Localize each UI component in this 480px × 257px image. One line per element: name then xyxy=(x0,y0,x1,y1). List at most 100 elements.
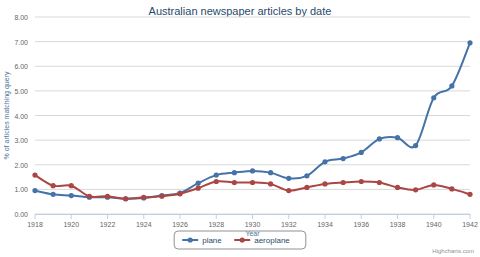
x-tick xyxy=(325,214,326,219)
legend-marker xyxy=(188,237,193,242)
point xyxy=(395,135,400,140)
point xyxy=(105,194,110,199)
point xyxy=(250,168,255,173)
point xyxy=(268,170,273,175)
grid-line xyxy=(35,115,470,116)
point xyxy=(123,196,128,201)
point xyxy=(51,192,56,197)
point xyxy=(177,190,182,195)
series-line xyxy=(35,43,470,199)
point xyxy=(467,192,472,197)
y-axis-label: % of articles matching query xyxy=(3,71,11,159)
x-tick-label: 1918 xyxy=(27,221,43,228)
x-tick xyxy=(107,214,108,219)
point xyxy=(395,185,400,190)
point xyxy=(304,185,309,190)
point xyxy=(32,188,37,193)
point xyxy=(322,181,327,186)
point xyxy=(232,170,237,175)
legend-box xyxy=(174,231,306,249)
x-tick-label: 1934 xyxy=(317,221,333,228)
x-tick-label: 1928 xyxy=(208,221,224,228)
x-tick-label: 1938 xyxy=(390,221,406,228)
point xyxy=(141,195,146,200)
point xyxy=(159,193,164,198)
point xyxy=(32,172,37,177)
y-tick-label: 2.00 xyxy=(14,162,28,169)
point xyxy=(467,40,472,45)
x-tick xyxy=(433,214,434,219)
chart: Australian newspaper articles by date 0.0… xyxy=(0,0,480,257)
x-tick-label: 1922 xyxy=(100,221,116,228)
x-tick xyxy=(470,214,471,219)
point xyxy=(413,187,418,192)
y-tick-label: 7.00 xyxy=(14,39,28,46)
x-tick xyxy=(252,214,253,219)
point xyxy=(214,179,219,184)
y-tick-label: 0.00 xyxy=(14,211,28,218)
point xyxy=(159,194,164,199)
point xyxy=(359,179,364,184)
point xyxy=(196,186,201,191)
y-tick-label: 8.00 xyxy=(14,14,28,21)
point xyxy=(286,188,291,193)
grid-line xyxy=(35,140,470,141)
series-line xyxy=(35,175,470,199)
legend-label: aeroplane xyxy=(254,236,290,245)
x-tick xyxy=(71,214,72,219)
x-tick-label: 1936 xyxy=(353,221,369,228)
y-tick-label: 4.00 xyxy=(14,113,28,120)
point xyxy=(51,183,56,188)
point xyxy=(359,150,364,155)
x-tick xyxy=(180,214,181,219)
x-tick xyxy=(35,214,36,219)
x-tick-label: 1930 xyxy=(245,221,261,228)
x-tick xyxy=(397,214,398,219)
x-tick-label: 1920 xyxy=(63,221,79,228)
grid-line xyxy=(35,66,470,67)
point xyxy=(232,180,237,185)
point xyxy=(431,95,436,100)
point xyxy=(268,181,273,186)
point xyxy=(449,186,454,191)
point xyxy=(69,183,74,188)
title: Australian newspaper articles by date xyxy=(149,5,332,17)
x-tick xyxy=(216,214,217,219)
point xyxy=(196,181,201,186)
legend-marker xyxy=(240,237,245,242)
x-tick xyxy=(288,214,289,219)
point xyxy=(449,83,454,88)
legend-label: plane xyxy=(202,236,222,245)
point xyxy=(377,180,382,185)
grid-line xyxy=(35,90,470,91)
x-tick-label: 1924 xyxy=(136,221,152,228)
point xyxy=(250,180,255,185)
y-tick-label: 1.00 xyxy=(14,186,28,193)
x-tick-label: 1942 xyxy=(462,221,478,228)
point xyxy=(87,194,92,199)
point xyxy=(341,156,346,161)
y-tick-label: 3.00 xyxy=(14,137,28,144)
point xyxy=(214,172,219,177)
plot-area xyxy=(32,40,472,201)
point xyxy=(431,182,436,187)
point xyxy=(341,180,346,185)
x-tick xyxy=(361,214,362,219)
point xyxy=(69,193,74,198)
point xyxy=(286,176,291,181)
point xyxy=(141,195,146,200)
y-tick-label: 6.00 xyxy=(14,63,28,70)
credits: Highcharts.com xyxy=(432,248,474,254)
point xyxy=(105,195,110,200)
point xyxy=(413,143,418,148)
point xyxy=(87,195,92,200)
grid-line xyxy=(35,41,470,42)
y-tick-label: 5.00 xyxy=(14,88,28,95)
point xyxy=(304,173,309,178)
x-tick-label: 1926 xyxy=(172,221,188,228)
x-tick-label: 1932 xyxy=(281,221,297,228)
x-tick-label: 1940 xyxy=(426,221,442,228)
point xyxy=(322,159,327,164)
point xyxy=(123,196,128,201)
point xyxy=(177,191,182,196)
